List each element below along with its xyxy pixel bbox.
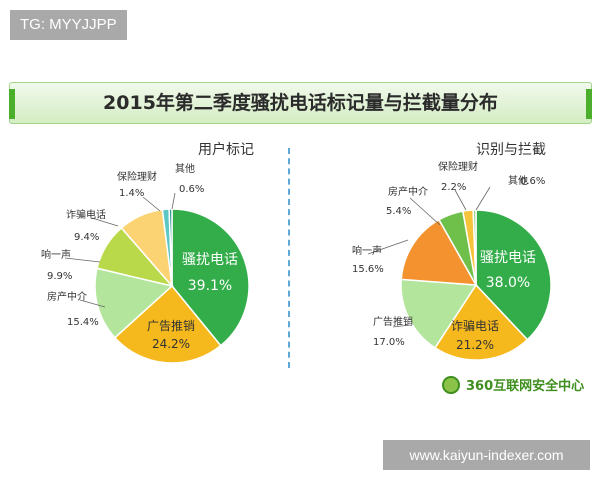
slice-value-label: 38.0% bbox=[486, 275, 530, 291]
slice-value-label: 24.2% bbox=[152, 337, 190, 351]
page-title: 2015年第二季度骚扰电话标记量与拦截量分布 bbox=[103, 92, 498, 114]
leader-line bbox=[475, 186, 491, 211]
leader-line bbox=[409, 197, 441, 226]
pie-slice bbox=[433, 283, 529, 361]
pie-slice bbox=[400, 278, 478, 349]
pie-slice bbox=[171, 208, 250, 347]
watermark-top: TG: MYYJJPP bbox=[10, 10, 127, 40]
slice-value-label: 9.4% bbox=[74, 232, 99, 243]
slice-value-label: 17.0% bbox=[373, 337, 405, 348]
slice-label: 诈骗电话 bbox=[66, 208, 106, 221]
slice-value-label: 15.4% bbox=[67, 317, 99, 328]
left-chart-title: 用户标记 bbox=[198, 142, 254, 158]
slice-label: 骚扰电话 bbox=[182, 252, 238, 268]
chart-divider bbox=[288, 148, 290, 368]
logo-text: 360互联网安全中心 bbox=[466, 379, 585, 394]
pie-chart-2: 骚扰电话 38.0% 诈骗电话 21.2% 广告推销 17.0% 响一声 15.6% 房产中介 5… bbox=[352, 160, 552, 361]
leader-line bbox=[64, 257, 101, 263]
pie-slice bbox=[113, 284, 222, 364]
pie-chart-1: 骚扰电话 39.1% 广告推销 24.2% 房产中介 15.4% 响一声 9.9% 诈骗电话 9.… bbox=[41, 162, 250, 364]
pie-slice bbox=[475, 209, 552, 341]
slice-value-label: 1.4% bbox=[119, 188, 144, 199]
right-chart-title: 识别与拦截 bbox=[476, 142, 546, 158]
slice-label: 其他 bbox=[175, 162, 195, 175]
leader-line bbox=[392, 324, 411, 328]
slice-label: 广告推销 bbox=[147, 319, 195, 333]
leader-line bbox=[142, 196, 161, 212]
pie-slice bbox=[168, 208, 173, 287]
leader-line bbox=[367, 239, 409, 255]
leader-line bbox=[454, 189, 467, 211]
leader-line bbox=[79, 299, 106, 308]
slice-label: 响一声 bbox=[41, 248, 71, 261]
slice-label: 房产中介 bbox=[47, 290, 87, 303]
pie-slice bbox=[472, 209, 477, 286]
slice-label: 广告推销 bbox=[373, 315, 413, 328]
slice-value-label: 15.6% bbox=[352, 264, 384, 275]
slice-value-label: 0.6% bbox=[520, 176, 545, 187]
slice-value-label: 0.6% bbox=[179, 184, 204, 195]
slice-label: 房产中介 bbox=[388, 185, 428, 198]
slice-label: 其他 bbox=[508, 174, 528, 187]
leader-line bbox=[171, 192, 176, 210]
slice-value-label: 39.1% bbox=[188, 278, 232, 294]
slice-value-label: 21.2% bbox=[456, 338, 494, 352]
slice-label: 保险理财 bbox=[117, 170, 157, 183]
logo-360-icon bbox=[442, 376, 460, 394]
slice-value-label: 5.4% bbox=[386, 206, 411, 217]
slice-label: 骚扰电话 bbox=[480, 250, 536, 266]
leader-line bbox=[91, 217, 119, 227]
slice-label: 响一声 bbox=[352, 244, 382, 257]
slice-label: 诈骗电话 bbox=[451, 318, 499, 333]
slice-label: 保险理财 bbox=[438, 160, 478, 173]
watermark-bottom: www.kaiyun-indexer.com bbox=[383, 440, 590, 470]
page-title-banner: 2015年第二季度骚扰电话标记量与拦截量分布 bbox=[9, 82, 592, 124]
slice-value-label: 9.9% bbox=[47, 271, 72, 282]
slice-value-label: 2.2% bbox=[441, 182, 466, 193]
